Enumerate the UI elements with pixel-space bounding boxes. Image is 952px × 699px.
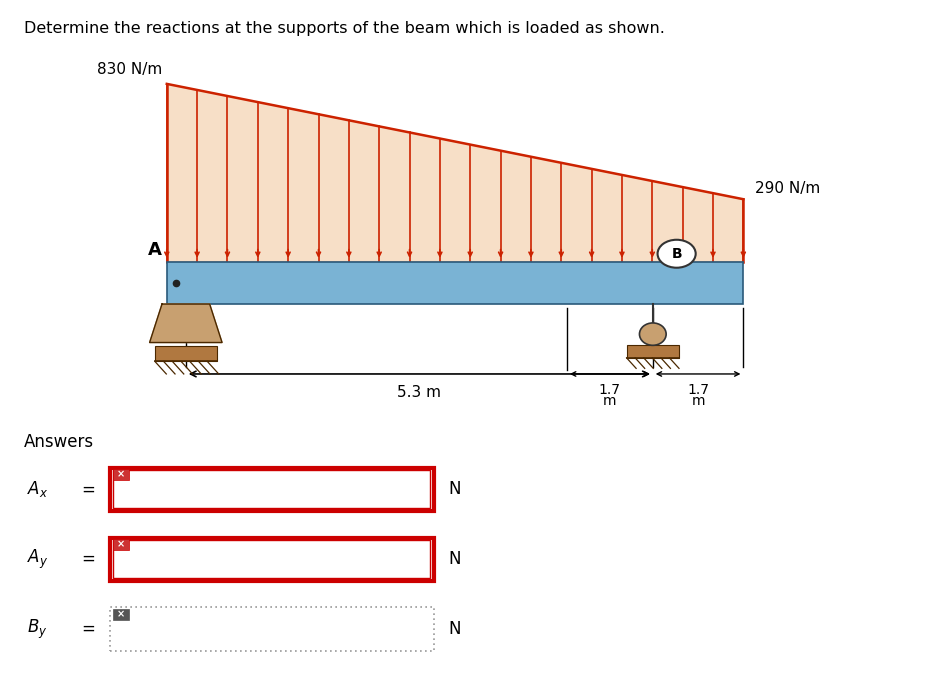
Text: 5.3 m: 5.3 m — [397, 385, 441, 400]
Text: B: B — [670, 247, 682, 261]
Text: m: m — [690, 394, 704, 408]
Bar — [113, 609, 129, 620]
Circle shape — [657, 240, 695, 268]
Text: N: N — [447, 550, 460, 568]
Text: ×: × — [117, 610, 125, 619]
Text: N: N — [447, 480, 460, 498]
Bar — [626, 345, 678, 358]
Bar — [113, 539, 129, 550]
Text: Determine the reactions at the supports of the beam which is loaded as shown.: Determine the reactions at the supports … — [24, 21, 664, 36]
Bar — [154, 346, 216, 361]
Bar — [109, 607, 433, 651]
Bar — [167, 262, 743, 304]
Bar — [113, 470, 429, 508]
Text: 290 N/m: 290 N/m — [754, 181, 819, 196]
Text: =: = — [81, 480, 95, 498]
Text: ×: × — [117, 470, 125, 480]
Bar — [109, 538, 433, 581]
Text: $B_y$: $B_y$ — [27, 617, 47, 641]
Text: Answers: Answers — [24, 433, 94, 452]
Bar — [113, 469, 129, 480]
Text: A: A — [148, 240, 162, 259]
Text: N: N — [447, 620, 460, 638]
Text: ×: × — [117, 540, 125, 549]
Text: =: = — [81, 550, 95, 568]
Text: 1.7: 1.7 — [686, 383, 708, 397]
Ellipse shape — [639, 323, 665, 345]
Bar — [113, 540, 429, 578]
Text: =: = — [81, 620, 95, 638]
Bar — [109, 468, 433, 511]
Polygon shape — [149, 304, 222, 343]
Text: 1.7: 1.7 — [598, 383, 621, 397]
Text: 830 N/m: 830 N/m — [97, 62, 162, 77]
Text: $A_x$: $A_x$ — [27, 480, 48, 499]
Text: m: m — [603, 394, 616, 408]
Polygon shape — [167, 84, 743, 262]
Text: $A_y$: $A_y$ — [27, 547, 48, 571]
